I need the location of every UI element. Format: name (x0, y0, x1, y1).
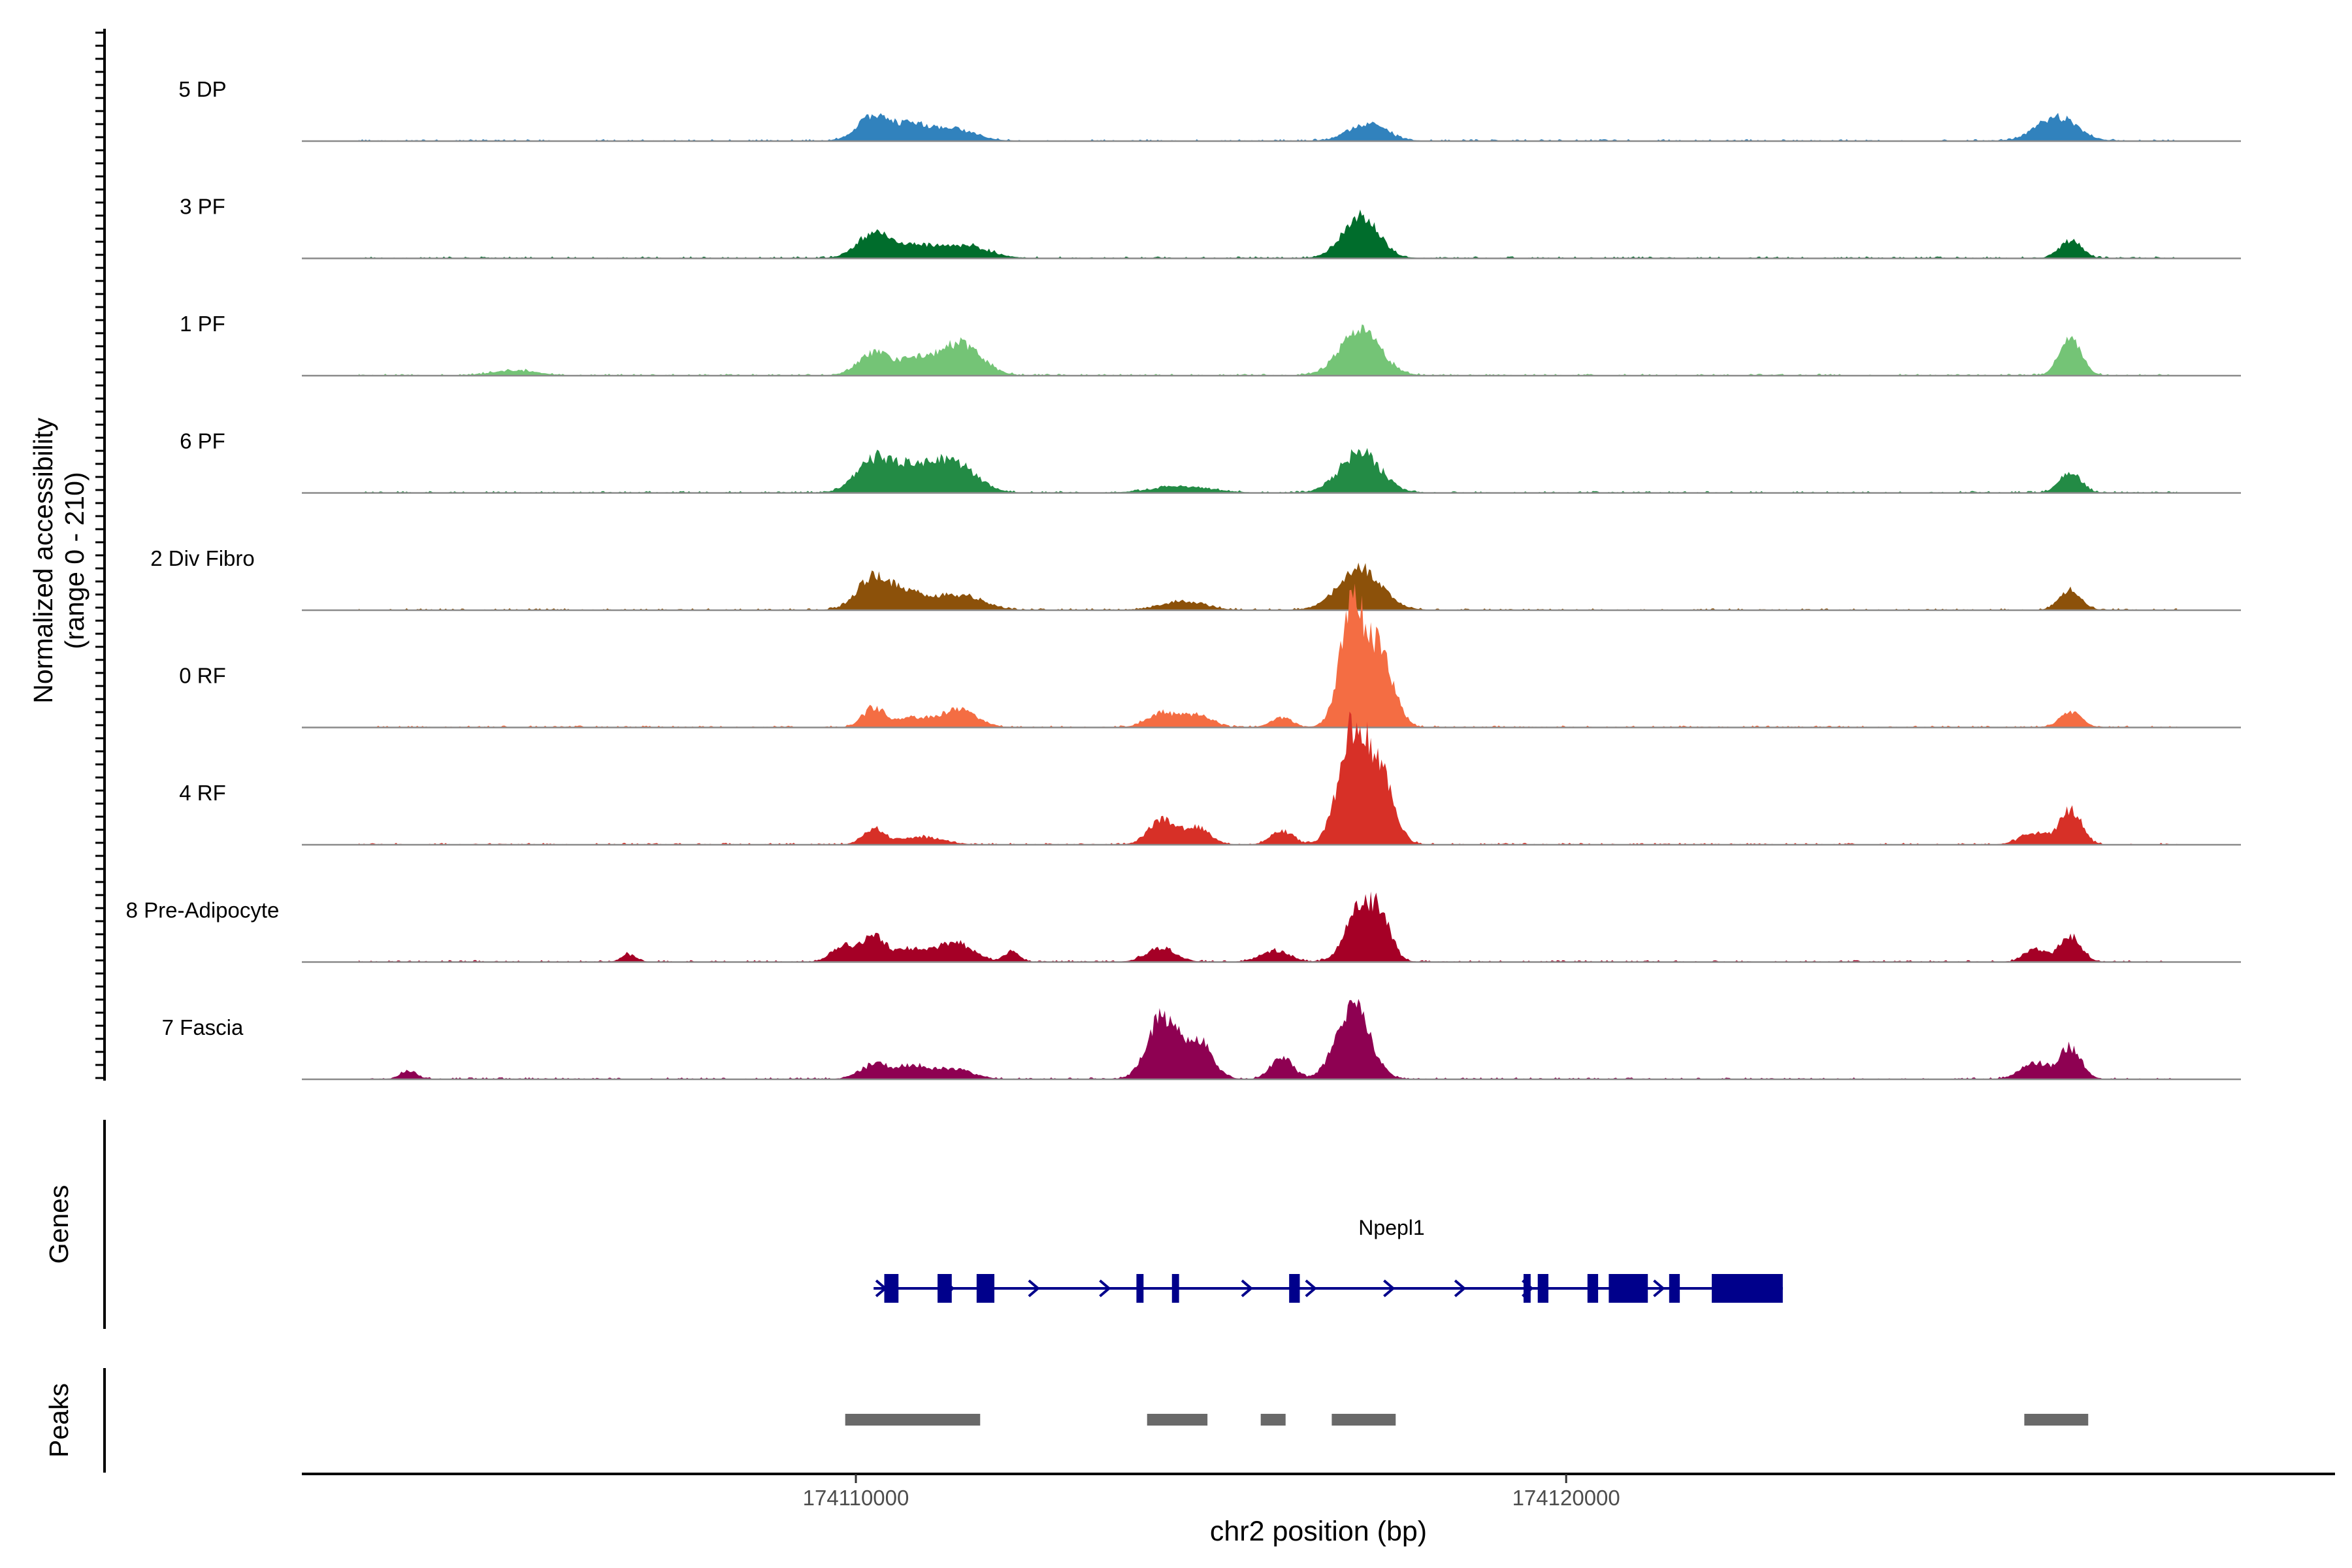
gene-exon (884, 1274, 899, 1303)
strand-arrow (1383, 1279, 1396, 1298)
track-label: 2 Div Fibro (150, 546, 255, 570)
peak-region (1331, 1414, 1396, 1426)
track-label: 3 PF (180, 195, 225, 219)
gene-exon (1609, 1274, 1648, 1303)
x-axis-title: chr2 position (bp) (1210, 1516, 1427, 1547)
strand-arrow (1241, 1279, 1254, 1298)
gene-exon (1523, 1274, 1531, 1303)
gene-exon (1587, 1274, 1599, 1303)
gene-exon (1537, 1274, 1548, 1303)
x-axis-ticks: 174110000 174120000 (803, 1474, 1620, 1510)
coverage-area-4-rf (359, 711, 2178, 845)
coverage-area-5-dp (359, 112, 2178, 141)
coverage-area-2-div-fibro (359, 563, 2178, 610)
coverage-area-6-pf (359, 448, 2178, 493)
gene-exon (938, 1274, 952, 1303)
track-label: 8 Pre-Adipocyte (126, 898, 280, 923)
coverage-area-0-rf (359, 583, 2178, 728)
track-label: 1 PF (180, 312, 225, 336)
gene-exon (1712, 1274, 1783, 1303)
strand-arrow (1028, 1279, 1040, 1298)
peak-region (2024, 1414, 2089, 1426)
peak-region (845, 1414, 981, 1426)
track-label: 0 RF (179, 664, 226, 688)
coverage-area-8-pre-adipocyte (359, 891, 2178, 962)
strand-arrow (1099, 1279, 1111, 1298)
track-label: 5 DP (178, 77, 226, 101)
peak-region (1260, 1414, 1286, 1426)
gene-exon (1669, 1274, 1680, 1303)
coverage-tracks: 5 DP 3 PF 1 PF 6 PF 2 Div Fibro 0 RF 4 RF 8 Pre… (126, 77, 2241, 1081)
track-label: 4 RF (179, 781, 226, 805)
gene-exon (1136, 1274, 1144, 1303)
strand-arrow (1454, 1279, 1467, 1298)
coverage-y-axis (95, 29, 106, 1081)
peak-regions (845, 1414, 2089, 1426)
strand-arrow (1305, 1279, 1317, 1298)
coverage-area-3-pf (359, 209, 2178, 259)
peak-region (1147, 1414, 1208, 1426)
gene-name-label: Npepl1 (1358, 1216, 1424, 1239)
track-label: 7 Fascia (162, 1015, 244, 1039)
x-tick-label: 174110000 (803, 1486, 909, 1510)
genes-track-label: Genes (44, 1185, 74, 1264)
strand-arrow (1653, 1279, 1665, 1298)
y-axis-title-line2: (range 0 - 210) (59, 472, 90, 649)
gene-exon (1171, 1274, 1179, 1303)
gene-exon (1289, 1274, 1300, 1303)
track-label: 6 PF (180, 429, 225, 453)
peaks-track-label: Peaks (44, 1383, 74, 1458)
coverage-area-7-fascia (359, 999, 2178, 1079)
x-tick-label: 174120000 (1512, 1486, 1620, 1510)
gene-model (874, 1274, 1783, 1303)
coverage-area-1-pf (359, 324, 2178, 376)
gene-exon (976, 1274, 994, 1303)
y-axis-title-line1: Normalized accessibility (28, 417, 58, 704)
